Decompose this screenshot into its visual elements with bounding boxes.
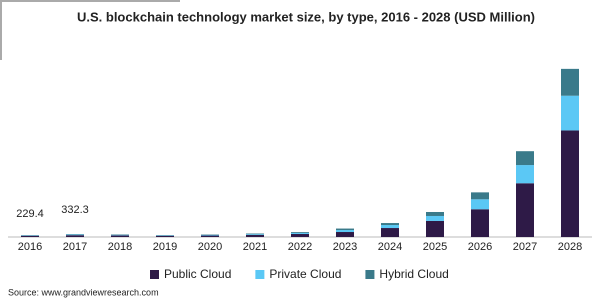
x-tick-label: 2026 <box>468 241 492 253</box>
bar-segment <box>471 199 489 210</box>
legend-label: Hybrid Cloud <box>379 267 448 281</box>
bar-segment <box>471 209 489 237</box>
bar-segment <box>291 234 309 237</box>
bar-segment <box>201 235 219 237</box>
bar-segment <box>561 95 579 131</box>
x-tick-label: 2028 <box>558 241 582 253</box>
legend-label: Private Cloud <box>269 267 341 281</box>
bar-segment <box>561 68 579 96</box>
x-tick-label: 2025 <box>423 241 447 253</box>
x-tick-label: 2017 <box>63 241 87 253</box>
x-tick-label: 2018 <box>108 241 132 253</box>
bar-segment <box>516 151 534 166</box>
x-tick-label: 2027 <box>513 241 537 253</box>
x-tick-label: 2023 <box>333 241 357 253</box>
bar-segment <box>111 234 129 236</box>
bar-segment <box>291 232 309 234</box>
legend-swatch <box>150 270 159 279</box>
x-tick-label: 2019 <box>153 241 177 253</box>
bar-segment <box>156 235 174 237</box>
bar-segment <box>291 233 309 235</box>
bar-segment <box>426 211 444 216</box>
bar-segment <box>111 235 129 237</box>
bar-segment <box>21 235 39 237</box>
bar-segment <box>336 230 354 233</box>
bar-segment <box>381 223 399 226</box>
bar-segment <box>246 233 264 235</box>
legend-swatch <box>365 270 375 279</box>
bar-segment <box>381 225 399 229</box>
bar-segment <box>246 234 264 236</box>
bar-segment <box>426 220 444 237</box>
x-tick-label: 2022 <box>288 241 312 253</box>
bar-segment <box>381 228 399 237</box>
bar-segment <box>516 183 534 237</box>
bar-segment <box>246 235 264 237</box>
bar-segment <box>426 215 444 221</box>
x-tick-label: 2020 <box>198 241 222 253</box>
x-tick-label: 2021 <box>243 241 267 253</box>
chart-title: U.S. blockchain technology market size, … <box>77 9 535 24</box>
bar-segment <box>336 228 354 231</box>
x-tick-label: 2016 <box>18 241 42 253</box>
legend-label: Public Cloud <box>164 267 231 281</box>
legend-swatch <box>255 270 265 279</box>
data-label: 332.3 <box>61 204 89 216</box>
bar-segment <box>516 165 534 184</box>
bar-segment <box>561 130 579 237</box>
x-tick-label: 2024 <box>378 241 402 253</box>
bar-segment <box>201 235 219 236</box>
data-label: 229.4 <box>16 208 44 220</box>
bar-segment <box>471 192 489 200</box>
bar-segment <box>336 232 354 237</box>
bar-segment <box>66 234 84 236</box>
bar-segment <box>66 235 84 237</box>
source: Source: www.grandviewresearch.com <box>8 287 159 297</box>
